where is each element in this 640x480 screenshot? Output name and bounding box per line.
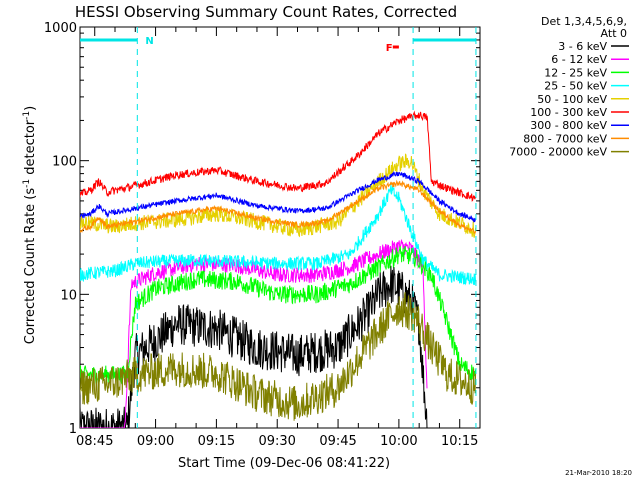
- y-axis-label-sup-1: -1: [22, 179, 32, 188]
- legend-entry-label: 7000 - 20000 keV: [509, 146, 607, 159]
- x-tick-label: 09:00: [137, 434, 174, 449]
- series-line-1: [80, 238, 428, 428]
- series-line-7: [80, 179, 477, 235]
- plot-frame: [79, 26, 481, 429]
- legend-entry-label: 800 - 7000 keV: [523, 132, 607, 145]
- series-line-5: [80, 110, 477, 202]
- chart-title: HESSI Observing Summary Count Rates, Cor…: [75, 3, 457, 21]
- series-line-2: [80, 245, 477, 385]
- y-axis-label-main: Corrected Count Rate (s: [23, 188, 38, 345]
- series-line-6: [80, 170, 477, 223]
- legend-entry-label: 300 - 800 keV: [530, 119, 607, 132]
- flag-label-F: F: [386, 43, 393, 54]
- legend-header-line: Det 1,3,4,5,6,9,: [541, 15, 627, 28]
- x-tick-label: 10:00: [380, 434, 417, 449]
- y-axis-label-mid: detector: [23, 119, 38, 179]
- legend-header-line: Att 0: [601, 27, 627, 40]
- y-tick-label: 1: [69, 422, 77, 437]
- x-tick-label: 09:15: [198, 434, 235, 449]
- legend-entry-label: 12 - 25 keV: [544, 66, 607, 79]
- legend-entry-label: 25 - 50 keV: [544, 80, 607, 93]
- y-axis-label-sup-2: -1: [22, 111, 32, 120]
- series-line-4: [80, 153, 477, 238]
- footer-timestamp: 21-Mar-2010 18:20: [565, 469, 632, 477]
- legend-entry-label: 6 - 12 keV: [551, 53, 607, 66]
- x-tick-label: 09:30: [258, 434, 295, 449]
- y-tick-label: 10: [60, 288, 77, 303]
- y-axis-label: Corrected Count Rate (s-1 detector-1): [22, 106, 38, 344]
- x-tick-label: 09:45: [319, 434, 356, 449]
- y-axis-label-end: ): [23, 106, 38, 111]
- y-tick-label: 1000: [44, 21, 77, 36]
- legend-entry-label: 100 - 300 keV: [530, 106, 607, 119]
- series-line-8: [80, 292, 477, 421]
- series-line-3: [80, 183, 477, 286]
- legend-entry-label: 50 - 100 keV: [537, 93, 607, 106]
- flag-label-N: N: [145, 36, 153, 47]
- x-tick-label: 08:45: [76, 434, 113, 449]
- series-line-0: [80, 265, 428, 428]
- y-tick-label: 100: [52, 155, 77, 170]
- plot-area: 1 10 100 1000 08:45 09:00 09:15 09:30 09:45 10:00…: [44, 21, 481, 449]
- x-axis-label: Start Time (09-Dec-06 08:41:22): [178, 456, 390, 471]
- x-tick-label: 10:15: [441, 434, 478, 449]
- legend-entry-label: 3 - 6 keV: [558, 40, 607, 53]
